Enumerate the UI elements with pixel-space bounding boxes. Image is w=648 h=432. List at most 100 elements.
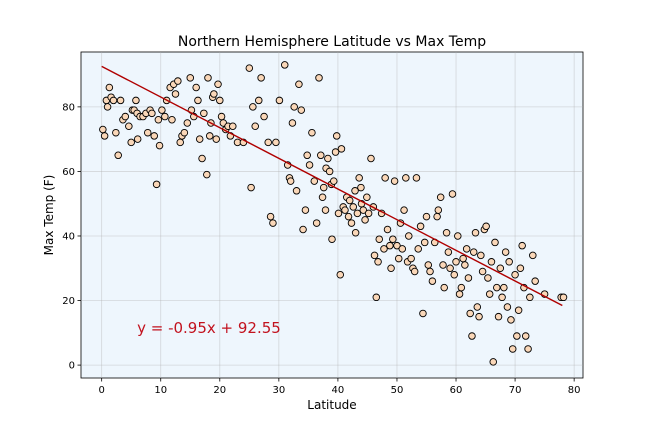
data-point bbox=[308, 128, 316, 137]
data-point bbox=[214, 80, 222, 89]
data-point bbox=[344, 212, 353, 221]
data-point bbox=[180, 128, 189, 137]
data-point bbox=[380, 245, 388, 253]
data-point bbox=[216, 96, 224, 105]
data-point bbox=[269, 219, 277, 227]
data-point bbox=[398, 245, 407, 253]
data-point bbox=[315, 74, 323, 82]
data-point bbox=[501, 248, 510, 256]
data-point bbox=[452, 258, 460, 266]
data-point bbox=[407, 254, 415, 263]
data-point bbox=[513, 332, 521, 340]
data-point bbox=[511, 270, 519, 279]
data-point bbox=[194, 96, 202, 105]
data-point bbox=[341, 206, 349, 214]
data-point bbox=[336, 270, 345, 279]
data-point bbox=[305, 161, 314, 169]
data-point bbox=[487, 258, 496, 266]
data-point bbox=[469, 248, 478, 256]
data-point bbox=[192, 83, 200, 92]
data-point bbox=[524, 345, 532, 353]
data-point bbox=[559, 293, 568, 302]
data-point bbox=[420, 238, 429, 247]
data-point bbox=[100, 132, 109, 140]
data-point bbox=[462, 245, 471, 253]
data-point bbox=[482, 222, 490, 231]
data-point bbox=[245, 64, 254, 72]
data-point bbox=[331, 148, 340, 156]
data-point bbox=[229, 122, 237, 130]
chart-title: Northern Hemisphere Latitude vs Max Temp bbox=[178, 34, 486, 50]
data-point bbox=[312, 219, 321, 227]
data-point bbox=[127, 138, 135, 147]
data-point bbox=[116, 96, 125, 105]
data-point bbox=[318, 193, 327, 201]
data-point bbox=[103, 103, 112, 111]
data-point bbox=[521, 332, 530, 340]
y-tick-label: 20 bbox=[62, 296, 75, 307]
data-point bbox=[498, 293, 506, 302]
data-point bbox=[301, 206, 310, 214]
data-point bbox=[359, 206, 368, 214]
data-point bbox=[361, 216, 369, 224]
data-point bbox=[387, 264, 395, 273]
data-point bbox=[260, 112, 268, 121]
data-point bbox=[266, 212, 275, 221]
data-point bbox=[204, 74, 212, 82]
data-point bbox=[114, 151, 122, 160]
y-tick-label: 60 bbox=[62, 167, 75, 178]
data-point bbox=[351, 187, 359, 195]
data-point bbox=[290, 103, 298, 111]
data-point bbox=[412, 174, 421, 182]
data-point bbox=[297, 106, 306, 114]
data-point bbox=[489, 358, 497, 366]
data-point bbox=[125, 122, 133, 130]
data-point bbox=[440, 283, 448, 292]
x-tick-label: 40 bbox=[332, 385, 345, 396]
data-point bbox=[374, 258, 382, 266]
data-point bbox=[357, 183, 365, 192]
data-point bbox=[439, 261, 447, 269]
data-point bbox=[337, 145, 346, 153]
data-point bbox=[203, 170, 211, 179]
data-point bbox=[442, 229, 451, 237]
data-point bbox=[264, 138, 272, 147]
data-point bbox=[422, 212, 431, 221]
data-point bbox=[455, 290, 464, 298]
data-point bbox=[466, 309, 474, 318]
data-point bbox=[281, 61, 289, 69]
data-point bbox=[475, 312, 483, 321]
data-point bbox=[390, 177, 399, 185]
data-point bbox=[518, 241, 526, 250]
x-tick-label: 60 bbox=[450, 385, 463, 396]
data-point bbox=[444, 248, 453, 256]
data-point bbox=[457, 283, 466, 292]
x-tick-label: 10 bbox=[154, 385, 167, 396]
data-point bbox=[148, 109, 156, 118]
data-point bbox=[292, 187, 301, 195]
data-point bbox=[508, 345, 517, 353]
data-point bbox=[353, 209, 362, 218]
x-tick-label: 20 bbox=[213, 385, 226, 396]
data-point bbox=[464, 274, 473, 282]
data-point bbox=[433, 212, 441, 221]
data-point bbox=[334, 209, 343, 218]
x-tick-label: 80 bbox=[568, 385, 581, 396]
y-tick-label: 40 bbox=[62, 231, 75, 242]
data-point bbox=[154, 116, 163, 124]
data-point bbox=[436, 193, 445, 201]
data-point bbox=[286, 177, 295, 185]
data-point bbox=[317, 151, 325, 160]
data-point bbox=[478, 267, 487, 276]
x-tick-label: 30 bbox=[272, 385, 285, 396]
data-point bbox=[505, 258, 513, 266]
data-point bbox=[325, 167, 334, 176]
data-point bbox=[105, 83, 114, 92]
data-point bbox=[351, 229, 360, 237]
data-point bbox=[424, 261, 433, 269]
data-points bbox=[99, 61, 568, 366]
regression-equation: y = -0.95x + 92.55 bbox=[137, 319, 281, 337]
data-point bbox=[531, 277, 539, 285]
data-point bbox=[345, 196, 354, 205]
data-point bbox=[112, 128, 120, 137]
